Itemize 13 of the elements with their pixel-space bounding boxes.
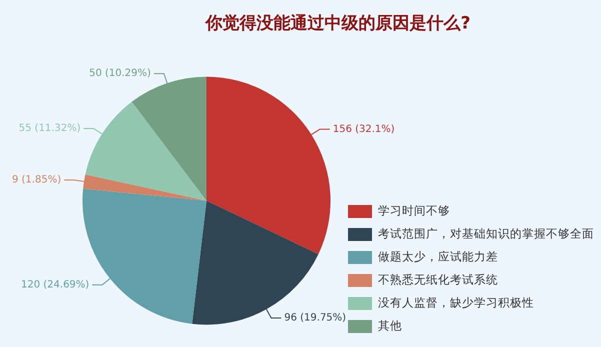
- legend-label: 做题太少，应试能力差: [378, 249, 498, 264]
- legend-label: 不熟悉无纸化考试系统: [378, 272, 498, 286]
- chart-title: 你觉得没能通过中级的原因是什么?: [204, 14, 470, 34]
- data-label: 9 (1.85%): [12, 174, 62, 186]
- data-label: 156 (32.1%): [332, 124, 395, 135]
- data-label: 96 (19.75%): [284, 312, 346, 324]
- data-label: 120 (24.69%): [20, 279, 90, 290]
- legend-label: 其他: [378, 318, 402, 332]
- data-label: 55 (11.32%): [18, 123, 81, 134]
- legend-label: 考试范围广，对基础知识的掌握不够全面: [378, 226, 594, 240]
- legend-label: 没有人监督，缺少学习积极性: [378, 295, 534, 310]
- data-label: 50 (10.29%): [89, 68, 152, 80]
- legend-label: 学习时间不够: [378, 203, 450, 218]
